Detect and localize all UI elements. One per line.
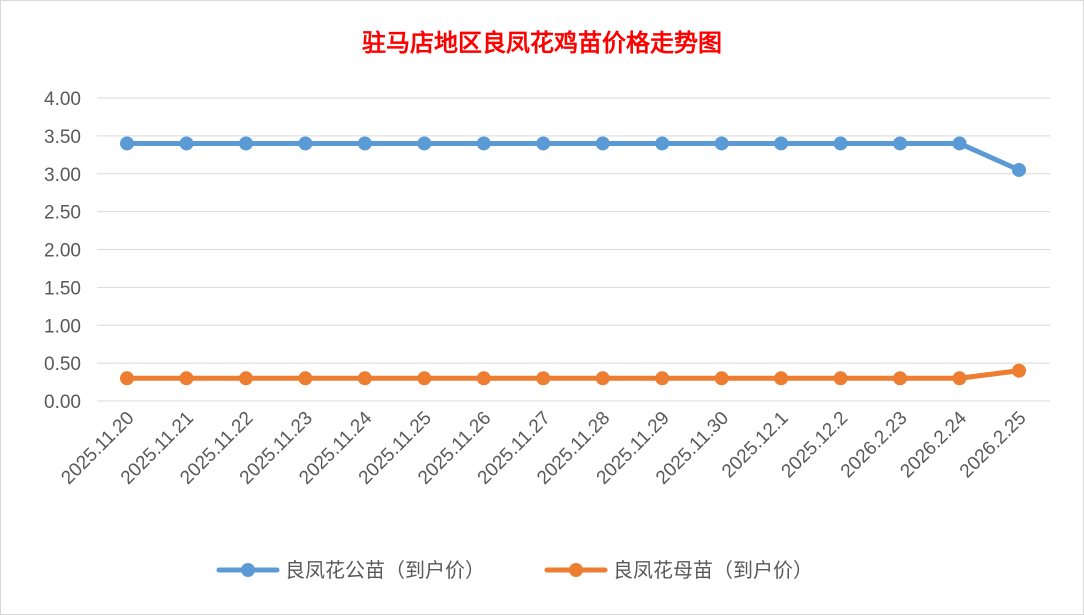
data-point	[655, 136, 670, 151]
legend: 良凤花公苗（到户价） 良凤花母苗（到户价）	[216, 558, 813, 582]
data-point	[774, 136, 789, 151]
data-point	[595, 136, 610, 151]
data-point	[655, 371, 670, 386]
grid-lines	[97, 97, 1050, 402]
data-point	[952, 371, 967, 386]
y-tick-label: 3.50	[44, 127, 81, 148]
data-point	[833, 136, 848, 151]
y-tick-label: 4.00	[44, 89, 81, 110]
legend-swatch-marker	[569, 563, 583, 577]
data-point	[595, 371, 610, 386]
data-point	[476, 371, 491, 386]
data-point	[536, 136, 551, 151]
series-line	[124, 368, 1022, 381]
y-axis-ticks: 0.00 0.50 1.00 1.50 2.00 2.50 3.00 3.50 4.00	[44, 89, 81, 413]
data-point	[357, 371, 372, 386]
data-point	[417, 136, 432, 151]
data-point	[1012, 162, 1026, 177]
data-point	[120, 371, 134, 386]
data-point	[120, 136, 134, 151]
data-point	[893, 136, 908, 151]
data-point	[893, 371, 908, 386]
data-point	[298, 136, 313, 151]
series-1	[120, 363, 1026, 386]
data-point	[952, 136, 967, 151]
data-point	[536, 371, 551, 386]
y-tick-label: 2.00	[44, 241, 81, 262]
data-point	[833, 371, 848, 386]
data-point	[179, 136, 194, 151]
data-point	[238, 371, 253, 386]
y-tick-label: 1.00	[44, 316, 81, 337]
x-axis-ticks: 2025.11.202025.11.212025.11.222025.11.23…	[57, 407, 1030, 488]
data-point	[1012, 363, 1026, 378]
data-point	[774, 371, 789, 386]
data-point	[298, 371, 313, 386]
legend-label: 良凤花母苗（到户价）	[613, 558, 813, 582]
data-point	[476, 136, 491, 151]
chart-title: 驻马店地区良凤花鸡苗价格走势图	[362, 28, 722, 57]
y-tick-label: 1.50	[44, 278, 81, 299]
data-point	[714, 136, 729, 151]
y-tick-label: 0.50	[44, 354, 81, 375]
series-line	[124, 140, 1022, 173]
series-lines	[120, 136, 1026, 386]
data-point	[417, 371, 432, 386]
y-tick-label: 3.00	[44, 165, 81, 186]
y-tick-label: 0.00	[44, 392, 81, 413]
data-point	[238, 136, 253, 151]
series-0	[120, 136, 1026, 177]
data-point	[179, 371, 194, 386]
data-point	[714, 371, 729, 386]
data-point	[357, 136, 372, 151]
y-tick-label: 2.50	[44, 203, 81, 224]
legend-swatch-marker	[241, 563, 255, 577]
legend-label: 良凤花公苗（到户价）	[285, 558, 485, 582]
